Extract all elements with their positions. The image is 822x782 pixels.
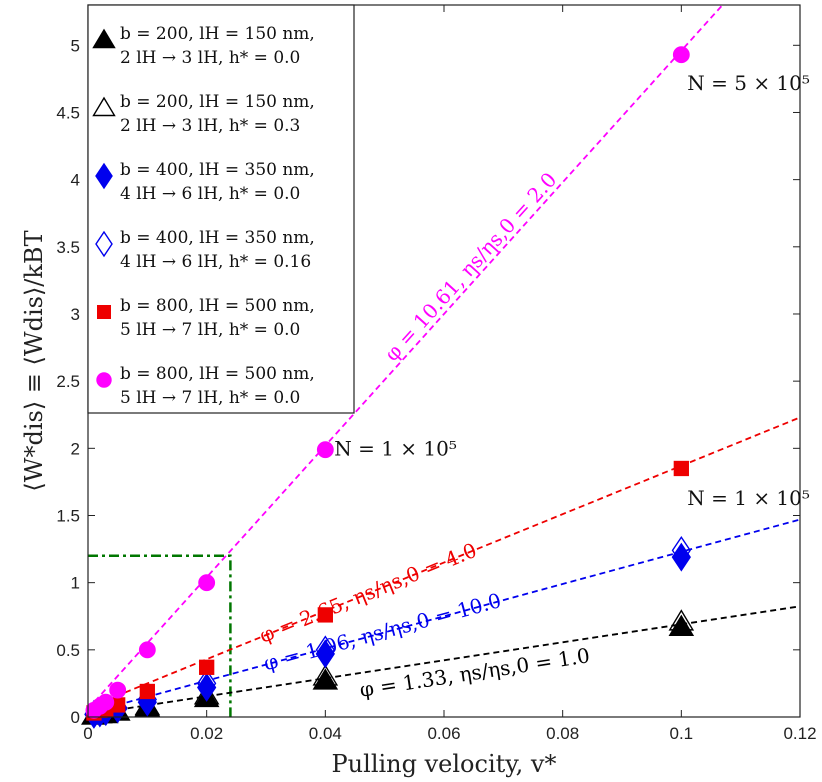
legend-label-line1: b = 200, lH = 150 nm, [120, 24, 315, 44]
x-axis-label: Pulling velocity, v* [332, 750, 557, 778]
n-annotation: N = 5 × 10⁵ [687, 71, 810, 95]
x-tick-label: 0.06 [427, 724, 460, 743]
data-point [317, 607, 333, 623]
data-point [109, 681, 127, 699]
data-point [312, 668, 339, 690]
axes: 0 0.02 0.04 0.06 0.08 0.1 0.12 0 0.5 1 1.5 2 2.5 3 3.5… [20, 4, 817, 778]
fit-line-label: φ = 1.33, ηs/ηs,0 = 1.0 [358, 643, 591, 702]
legend-label-line2: 5 lH → 7 lH, h* = 0.0 [120, 388, 300, 408]
data-point [316, 441, 334, 459]
n-annotation: N = 1 × 10⁵ [687, 486, 810, 510]
y-tick-label: 4 [71, 171, 80, 190]
fit-line-label: φ = 10.61, ηs/ηs,0 = 2.0 [379, 168, 561, 366]
x-tick-label: 0.12 [783, 724, 816, 743]
x-tick-label: 0.02 [190, 724, 223, 743]
legend-box [87, 4, 355, 414]
data-point [97, 305, 111, 319]
data-point [193, 683, 220, 705]
legend: b = 200, lH = 150 nm, 2 lH → 3 lH, h* = 0… [87, 4, 355, 414]
data-point [92, 28, 116, 49]
data-point [671, 535, 691, 565]
data-point [95, 162, 113, 190]
data-point [315, 639, 335, 669]
y-tick-label: 5 [71, 36, 80, 55]
y-tick-label: 0 [71, 708, 80, 727]
legend-label-line1: b = 800, lH = 500 nm, [120, 296, 315, 316]
data-point [197, 668, 217, 698]
legend-label-line2: 2 lH → 3 lH, h* = 0.0 [120, 48, 300, 68]
data-point [96, 372, 112, 388]
x-tick-label: 0.08 [546, 724, 579, 743]
legend-label-line1: b = 400, lH = 350 nm, [120, 228, 315, 248]
data-point [199, 659, 215, 675]
legend-label-line2: 4 lH → 6 lH, h* = 0.0 [120, 184, 300, 204]
inset-box [88, 554, 232, 717]
data-point [95, 230, 113, 258]
y-axis-label: ⟨W*dis⟩ ≡ ⟨Wdis⟩/kBT [20, 230, 48, 491]
y-tick-label: 4.5 [56, 103, 80, 122]
data-point [138, 641, 156, 659]
y-tick-label: 2 [71, 439, 80, 458]
data-point [315, 635, 335, 665]
data-point [197, 672, 217, 702]
data-point [97, 693, 115, 711]
y-tick-label: 3.5 [56, 238, 80, 257]
y-tick-label: 1 [71, 574, 80, 593]
data-point [672, 46, 690, 64]
x-tick-label: 0.1 [670, 724, 694, 743]
legend-label-line2: 2 lH → 3 lH, h* = 0.3 [120, 116, 300, 136]
legend-label-line1: b = 400, lH = 350 nm, [120, 160, 315, 180]
y-tick-label: 0.5 [56, 641, 80, 660]
fit-line [88, 5, 724, 710]
data-point [312, 664, 339, 686]
legend-label-line1: b = 800, lH = 500 nm, [120, 364, 315, 384]
legend-label-line2: 5 lH → 7 lH, h* = 0.0 [120, 320, 300, 340]
data-point [673, 460, 689, 477]
data-point [139, 683, 155, 700]
legend-label-line2: 4 lH → 6 lH, h* = 0.16 [120, 252, 311, 272]
data-points [81, 46, 695, 729]
data-point [92, 96, 116, 117]
y-tick-label: 2.5 [56, 372, 80, 391]
data-point [198, 574, 216, 592]
x-tick-label: 0.04 [309, 724, 342, 743]
x-tick-label: 0 [83, 724, 92, 743]
legend-label-line1: b = 200, lH = 150 nm, [120, 92, 315, 112]
data-point [671, 542, 691, 572]
y-tick-label: 1.5 [56, 506, 80, 525]
data-point [668, 609, 695, 631]
n-annotation: N = 1 × 10⁵ [334, 436, 457, 460]
y-tick-label: 3 [71, 305, 80, 324]
